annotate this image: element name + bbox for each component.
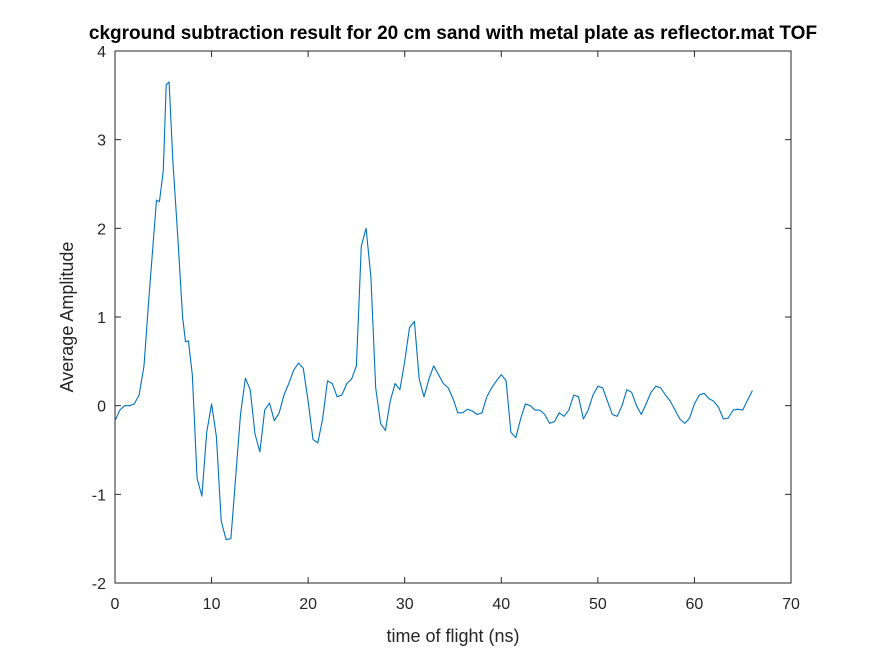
x-tick-label: 20 [299, 596, 317, 613]
x-tick-label: 70 [782, 596, 800, 613]
y-tick-label: 3 [97, 133, 106, 150]
x-axis: 0 10 20 30 40 50 60 70 [111, 51, 800, 613]
y-tick-label: 1 [97, 310, 106, 327]
y-tick-label: -2 [92, 576, 106, 593]
y-axis: -2 -1 0 1 2 3 4 [92, 44, 791, 593]
y-tick-label: 4 [97, 44, 106, 61]
y-axis-label: Average Amplitude [57, 242, 77, 393]
axes-box [114, 50, 792, 584]
y-tick-label: 0 [97, 399, 106, 416]
x-tick-label: 60 [686, 596, 704, 613]
x-tick-label: 0 [111, 596, 120, 613]
x-axis-label: time of flight (ns) [386, 626, 519, 646]
x-tick-label: 40 [492, 596, 510, 613]
y-tick-label: 2 [97, 221, 106, 238]
series-line [114, 81, 753, 541]
plot-area [114, 50, 792, 584]
x-tick-label: 10 [203, 596, 221, 613]
y-tick-label: -1 [92, 487, 106, 504]
x-tick-label: 30 [396, 596, 414, 613]
x-tick-label: 50 [589, 596, 607, 613]
chart-title: ckground subtraction result for 20 cm sa… [89, 23, 817, 44]
